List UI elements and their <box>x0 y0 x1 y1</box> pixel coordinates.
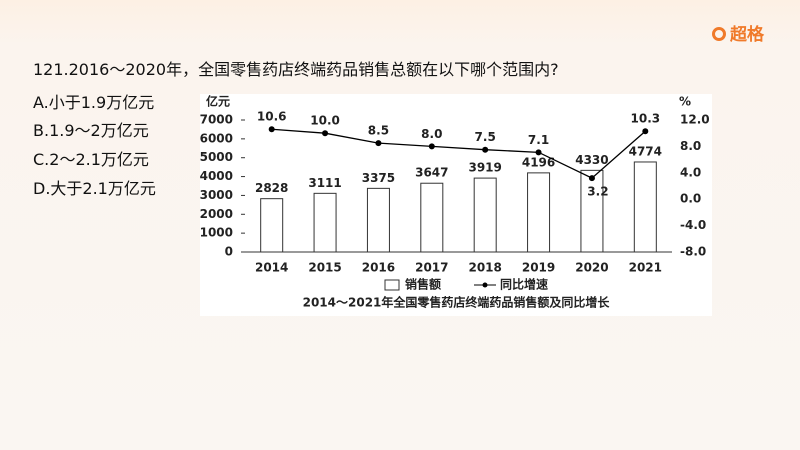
legend-label: 销售额 <box>405 277 441 292</box>
line <box>271 128 646 179</box>
y2-tick-label: 0.0 <box>680 192 701 206</box>
bar-label: 3919 <box>468 161 501 175</box>
line-point <box>588 175 595 182</box>
line-label: 8.0 <box>421 127 442 141</box>
bar <box>473 177 497 253</box>
y-tick-label: 0 <box>225 245 233 259</box>
line-label: 10.0 <box>310 114 340 128</box>
bar-label: 4330 <box>575 153 608 167</box>
line-point <box>375 140 382 147</box>
option[interactable]: D.大于2.1万亿元 <box>33 179 156 198</box>
option[interactable]: C.2～2.1万亿元 <box>33 150 149 169</box>
x-tick-label: 2014 <box>255 261 288 275</box>
bar <box>420 182 444 253</box>
bar <box>313 192 337 253</box>
x-tick-label: 2017 <box>415 261 448 275</box>
bar-label: 3111 <box>308 176 341 190</box>
bar <box>580 169 604 253</box>
line-label: 3.2 <box>587 185 608 199</box>
bar-label: 4196 <box>522 155 555 169</box>
legend-swatch <box>482 282 488 288</box>
y-tick-label: 3000 <box>200 188 233 202</box>
x-tick-label: 2016 <box>362 261 395 275</box>
bar <box>366 187 390 253</box>
line-label: 7.5 <box>475 130 496 144</box>
line-point <box>482 146 489 153</box>
y-tick-label: 4000 <box>200 169 233 183</box>
bar-label: 3375 <box>362 171 395 185</box>
line-point <box>322 130 329 137</box>
y-tick-label: 1000 <box>200 226 233 240</box>
chart-title: 2014～2021年全国零售药店终端药品销售额及同比增长 <box>303 295 611 310</box>
line-point <box>642 128 649 135</box>
line-label: 10.6 <box>257 110 287 124</box>
legend-swatch <box>384 279 400 291</box>
bar <box>527 172 551 253</box>
y2-tick-label: -8.0 <box>680 245 706 259</box>
line-label: 10.3 <box>631 112 661 126</box>
bar-label: 4774 <box>629 144 662 158</box>
line-point <box>428 143 435 150</box>
x-tick-label: 2018 <box>468 261 501 275</box>
logo-icon <box>712 27 726 41</box>
y2-tick-label: 8.0 <box>680 139 701 153</box>
y-axis-label: 亿元 <box>206 94 230 109</box>
line-label: 8.5 <box>368 124 389 138</box>
bar <box>633 161 657 253</box>
y-tick-label: 7000 <box>200 113 233 127</box>
line-point <box>535 149 542 156</box>
chart-bg <box>200 94 712 316</box>
y2-axis-label: % <box>679 95 691 109</box>
y2-tick-label: 4.0 <box>680 165 701 179</box>
line-label: 7.1 <box>528 133 549 147</box>
y-tick-label: 6000 <box>200 131 233 145</box>
bar <box>260 198 284 253</box>
y-tick-label: 2000 <box>200 207 233 221</box>
line-point <box>268 126 275 133</box>
legend-label: 同比增速 <box>500 277 548 292</box>
x-tick-label: 2021 <box>629 261 662 275</box>
y2-tick-label: 12.0 <box>680 113 710 127</box>
logo: 超格 <box>712 20 764 45</box>
bar-label: 3647 <box>415 166 448 180</box>
x-tick-label: 2020 <box>575 261 608 275</box>
logo-text: 超格 <box>730 25 764 45</box>
option[interactable]: A.小于1.9万亿元 <box>33 93 155 112</box>
y2-tick-label: -4.0 <box>680 218 706 232</box>
option[interactable]: B.1.9～2万亿元 <box>33 121 149 140</box>
x-tick-label: 2015 <box>308 261 341 275</box>
bar-label: 2828 <box>255 181 288 195</box>
y-tick-label: 5000 <box>200 150 233 164</box>
question: 121.2016～2020年，全国零售药店终端药品销售总额在以下哪个范围内? <box>33 60 559 79</box>
x-tick-label: 2019 <box>522 261 555 275</box>
